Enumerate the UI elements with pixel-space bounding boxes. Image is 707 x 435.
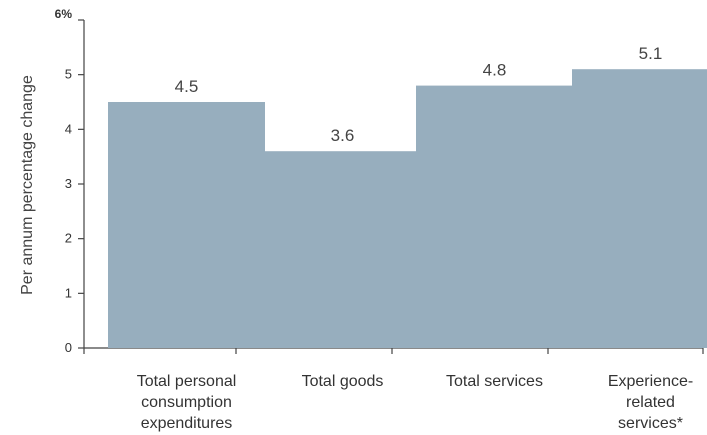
plot-area: 0 1 2 3 4 5 6% 4.5 Total personal consumption expe… <box>55 7 707 432</box>
data-label: 3.6 <box>331 126 355 145</box>
category-label-line: consumption <box>141 394 232 411</box>
bar <box>572 69 707 348</box>
category-label: Total personal consumption expenditures <box>137 373 237 432</box>
bar <box>264 151 421 348</box>
category-label-line: Total services <box>446 373 543 390</box>
y-tick-label: 1 <box>65 285 72 300</box>
y-axis-label: Per annum percentage change <box>19 75 36 295</box>
category-label-line: Experience- <box>608 373 693 390</box>
category-label-line: Total goods <box>302 373 384 390</box>
bar <box>108 102 265 348</box>
category-label-line: services* <box>618 415 683 432</box>
category-label-line: expenditures <box>141 415 233 432</box>
y-tick-label: 0 <box>65 340 72 355</box>
data-label: 4.5 <box>175 77 199 96</box>
category-label: Experience-related services* <box>608 373 693 432</box>
data-label: 5.1 <box>639 44 663 63</box>
y-tick-label: 3 <box>65 176 72 191</box>
y-tick-label: 6% <box>55 7 73 21</box>
category-label: Total goods <box>302 373 384 390</box>
y-tick-label: 2 <box>65 231 72 246</box>
category-label-line: Total personal <box>137 373 237 390</box>
y-tick-label: 5 <box>65 67 72 82</box>
data-label: 4.8 <box>483 61 507 80</box>
bar <box>416 85 573 348</box>
category-label-line: related <box>626 394 675 411</box>
category-label: Total services <box>446 373 543 390</box>
y-tick-label: 4 <box>65 121 72 136</box>
